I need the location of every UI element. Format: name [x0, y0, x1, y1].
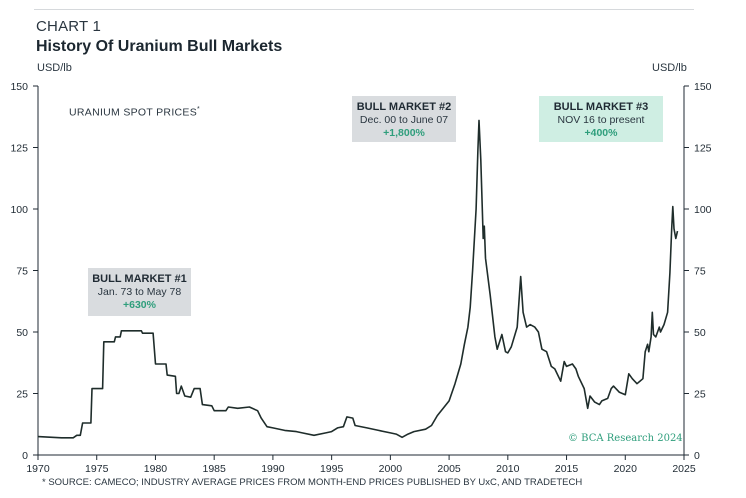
y-tick-label-right: 100 [694, 204, 712, 216]
x-tick-label: 2005 [437, 463, 461, 475]
x-tick-label: 1980 [144, 463, 168, 475]
y-tick-label-left: 100 [10, 204, 28, 216]
chart-number-label: CHART 1 [36, 18, 102, 35]
bull-market-3-dates: NOV 16 to present [557, 114, 645, 126]
chart-title: History Of Uranium Bull Markets [36, 38, 283, 55]
y-axis-unit-left: USD/lb [37, 62, 72, 74]
y-tick-label-left: 25 [16, 389, 28, 401]
x-tick-label: 1990 [261, 463, 285, 475]
bull-market-3-title: BULL MARKET #3 [553, 101, 649, 113]
top-rule [34, 9, 694, 10]
y-tick-label-left: 75 [16, 266, 28, 278]
y-tick-label-right: 25 [694, 389, 706, 401]
bull-market-1-change: +630% [123, 299, 156, 311]
x-tick-label: 1970 [26, 463, 50, 475]
x-tick-label: 2025 [672, 463, 696, 475]
y-tick-label-left: 150 [10, 81, 28, 93]
credit-text: © BCA Research 2024 [568, 433, 683, 444]
bull-market-3-callout: BULL MARKET #3 NOV 16 to present +400% [539, 96, 663, 142]
y-tick-label-left: 125 [10, 143, 28, 155]
x-tick-label: 1995 [320, 463, 344, 475]
bull-market-2-change: +1,800% [383, 127, 425, 139]
bull-market-2-title: BULL MARKET #2 [356, 101, 452, 113]
x-tick-label: 2015 [555, 463, 579, 475]
bull-market-3-change: +400% [584, 127, 618, 139]
y-tick-label-right: 75 [694, 266, 706, 278]
series-label: URANIUM SPOT PRICES* [69, 106, 200, 119]
y-tick-label-right: 125 [694, 143, 712, 155]
x-tick-label: 2000 [379, 463, 403, 475]
series-line-0 [37, 119, 679, 439]
y-tick-label-right: 50 [694, 327, 706, 339]
y-tick-label-left: 0 [22, 450, 28, 462]
bull-market-1-callout: BULL MARKET #1 Jan. 73 to May 78 +630% [88, 268, 191, 316]
y-tick-label-right: 0 [694, 450, 700, 462]
x-tick-label: 1975 [85, 463, 109, 475]
bull-market-2-dates: Dec. 00 to June 07 [359, 114, 449, 126]
bull-market-2-callout: BULL MARKET #2 Dec. 00 to June 07 +1,800… [352, 96, 456, 142]
y-tick-label-right: 150 [694, 81, 712, 93]
bull-market-1-title: BULL MARKET #1 [92, 273, 187, 285]
y-axis-unit-right: USD/lb [652, 62, 687, 74]
bull-market-1-dates: Jan. 73 to May 78 [97, 286, 182, 298]
series-label-text: URANIUM SPOT PRICES [69, 106, 198, 119]
x-tick-label: 2010 [496, 463, 520, 475]
source-note: * SOURCE: CAMECO; INDUSTRY AVERAGE PRICE… [42, 477, 583, 488]
x-tick-label: 1985 [203, 463, 227, 475]
series-label-mark: * [197, 106, 201, 113]
y-tick-label-left: 50 [16, 327, 28, 339]
x-tick-label: 2020 [614, 463, 638, 475]
